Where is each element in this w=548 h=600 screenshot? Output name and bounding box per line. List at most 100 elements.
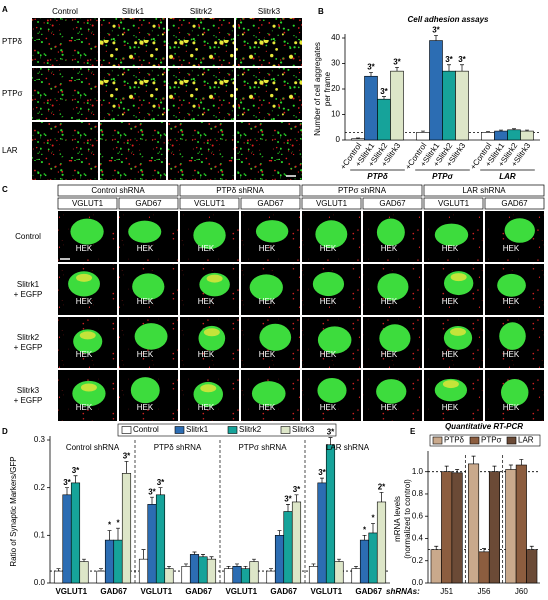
error-bar	[252, 558, 256, 562]
error-bar	[99, 568, 103, 572]
marker-header: GAD67	[379, 199, 406, 208]
y-tick-label: 0	[336, 135, 341, 144]
significance-label: 3*	[318, 468, 326, 477]
hek-cell	[249, 274, 283, 301]
header-box	[301, 197, 362, 210]
error-bar	[226, 565, 231, 569]
row-label: Slitrk2	[17, 333, 40, 342]
error-bar	[56, 568, 61, 572]
column-label: Slitrk2	[190, 7, 213, 16]
hek-cell	[434, 378, 468, 402]
significance-label: 3*	[63, 478, 71, 487]
group-label: Control shRNA	[66, 443, 120, 452]
synapse-signal	[80, 383, 97, 392]
header-box	[484, 197, 545, 210]
cell-label: HEK	[259, 244, 276, 253]
error-bar	[150, 496, 154, 505]
row-label: + EGFP	[14, 290, 43, 299]
bar	[121, 473, 132, 584]
header-box	[423, 184, 545, 197]
chart-title: Quantitative RT-PCR	[445, 422, 523, 431]
hek-cell	[497, 273, 526, 297]
hek-cell	[499, 322, 526, 350]
legend-frame	[429, 434, 541, 447]
chart-title: Cell adhesion assays	[408, 15, 489, 24]
error-bar	[455, 469, 460, 473]
bar	[478, 551, 490, 584]
bar	[53, 570, 64, 584]
x-tick-label: VGLUT1	[225, 587, 257, 596]
hek-cell	[500, 378, 529, 406]
error-bar	[167, 565, 171, 569]
bar	[164, 568, 174, 584]
error-bar	[277, 530, 282, 536]
cell-label: HEK	[259, 403, 276, 412]
hek-cell	[130, 377, 160, 404]
error-bar	[482, 548, 486, 552]
micrograph	[100, 18, 166, 66]
error-bar	[124, 461, 129, 474]
x-tick-label: GAD67	[100, 587, 127, 596]
synapse-signal	[200, 384, 217, 393]
bar	[468, 463, 480, 584]
bar	[79, 561, 89, 584]
bar	[359, 539, 370, 584]
bar	[377, 98, 391, 141]
bar	[441, 471, 453, 584]
error-bar	[444, 465, 449, 472]
error-bar	[158, 487, 163, 495]
micrograph	[100, 68, 166, 120]
bar	[283, 511, 293, 584]
bar	[488, 471, 500, 584]
bar	[189, 554, 200, 584]
x-tick-label: VGLUT1	[140, 587, 172, 596]
legend-swatch	[506, 436, 517, 445]
hek-cell	[379, 324, 411, 353]
synapse-signal	[206, 274, 223, 283]
y-axis-label: mRNA levels	[393, 496, 402, 542]
cell-label: HEK	[442, 403, 459, 412]
error-bar	[328, 437, 333, 445]
header-box	[301, 184, 423, 197]
shrna-header: PTPδ shRNA	[216, 186, 264, 195]
legend-label: PTPδ	[444, 436, 465, 445]
hek-cell	[376, 379, 407, 404]
y-tick-label: 10	[331, 110, 340, 119]
error-bar	[192, 551, 197, 555]
hek-cell	[377, 273, 409, 301]
legend-swatch	[174, 426, 185, 434]
bar	[351, 568, 361, 584]
error-bar	[499, 129, 503, 132]
synapse-signal	[442, 380, 459, 389]
y-axis-label: per frame	[323, 71, 332, 106]
header-box	[57, 184, 179, 197]
y-tick-label: 0.8	[412, 489, 424, 498]
marker-header: VGLUT1	[316, 199, 348, 208]
header-box	[240, 197, 301, 210]
y-tick-label: 0.0	[412, 578, 424, 587]
cell-label: HEK	[76, 244, 93, 253]
error-bar	[356, 137, 360, 139]
shrna-header: Control shRNA	[91, 186, 145, 195]
error-bar	[235, 563, 239, 567]
cell-label: HEK	[198, 297, 215, 306]
error-bar	[434, 545, 439, 550]
error-bar	[311, 563, 316, 567]
row-label: Control	[15, 232, 41, 241]
group-label: PTPδ shRNA	[154, 443, 202, 452]
header-box	[179, 197, 240, 210]
micrograph	[168, 68, 234, 120]
bar	[70, 482, 81, 584]
panel-letter: A	[2, 5, 8, 14]
error-bar	[529, 545, 534, 550]
hek-cell	[315, 220, 348, 249]
cell-label: HEK	[137, 403, 154, 412]
hek-cell	[317, 377, 347, 403]
group-label: PTPσ shRNA	[238, 443, 287, 452]
cell-label: HEK	[137, 244, 154, 253]
hek-cell	[434, 223, 469, 247]
error-bar	[141, 549, 146, 560]
cell-label: HEK	[381, 403, 398, 412]
y-tick-label: 0.6	[412, 511, 424, 520]
